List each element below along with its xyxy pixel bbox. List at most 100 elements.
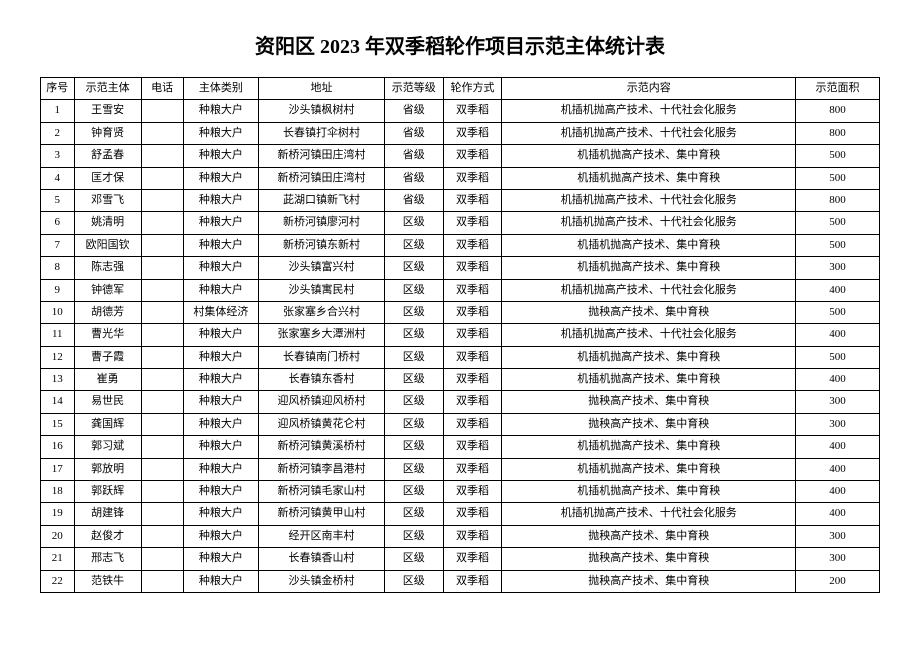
table-cell: 8: [41, 257, 75, 279]
table-cell: 300: [796, 391, 880, 413]
table-cell: [141, 413, 183, 435]
table-cell: 双季稻: [443, 548, 502, 570]
table-cell: 抛秧高产技术、集中育秧: [502, 548, 796, 570]
table-cell: 17: [41, 458, 75, 480]
table-cell: [141, 189, 183, 211]
table-cell: 钟德军: [74, 279, 141, 301]
table-cell: 赵俊才: [74, 525, 141, 547]
table-cell: [141, 346, 183, 368]
table-cell: 500: [796, 145, 880, 167]
table-cell: 种粮大户: [183, 570, 259, 592]
table-cell: 区级: [384, 503, 443, 525]
table-row: 12曹子霞种粮大户长春镇南门桥村区级双季稻机插机抛高产技术、集中育秧500: [41, 346, 880, 368]
table-cell: 种粮大户: [183, 548, 259, 570]
table-cell: 种粮大户: [183, 436, 259, 458]
table-cell: [141, 324, 183, 346]
table-cell: 400: [796, 458, 880, 480]
table-cell: 6: [41, 212, 75, 234]
table-cell: 胡建锋: [74, 503, 141, 525]
table-cell: [141, 436, 183, 458]
table-cell: 16: [41, 436, 75, 458]
table-cell: 种粮大户: [183, 257, 259, 279]
table-row: 9钟德军种粮大户沙头镇寓民村区级双季稻机插机抛高产技术、十代社会化服务400: [41, 279, 880, 301]
table-row: 18郭跃辉种粮大户新桥河镇毛家山村区级双季稻机插机抛高产技术、集中育秧400: [41, 481, 880, 503]
table-cell: 抛秧高产技术、集中育秧: [502, 525, 796, 547]
table-cell: 9: [41, 279, 75, 301]
table-cell: 胡德芳: [74, 301, 141, 323]
table-cell: 种粮大户: [183, 189, 259, 211]
table-cell: 迎风桥镇黄花仑村: [259, 413, 385, 435]
table-row: 19胡建锋种粮大户新桥河镇黄甲山村区级双季稻机插机抛高产技术、十代社会化服务40…: [41, 503, 880, 525]
table-cell: 区级: [384, 458, 443, 480]
table-cell: 机插机抛高产技术、集中育秧: [502, 346, 796, 368]
table-cell: 种粮大户: [183, 503, 259, 525]
table-cell: [141, 212, 183, 234]
table-cell: 沙头镇金桥村: [259, 570, 385, 592]
table-cell: 区级: [384, 279, 443, 301]
table-cell: [141, 145, 183, 167]
table-cell: 崔勇: [74, 369, 141, 391]
table-cell: 新桥河镇田庄湾村: [259, 145, 385, 167]
table-header-cell: 地址: [259, 78, 385, 100]
table-cell: 郭习斌: [74, 436, 141, 458]
table-cell: 区级: [384, 436, 443, 458]
table-cell: 400: [796, 279, 880, 301]
table-cell: 21: [41, 548, 75, 570]
table-cell: 机插机抛高产技术、十代社会化服务: [502, 189, 796, 211]
table-cell: 400: [796, 324, 880, 346]
table-cell: 机插机抛高产技术、集中育秧: [502, 369, 796, 391]
table-cell: 双季稻: [443, 122, 502, 144]
table-cell: 种粮大户: [183, 481, 259, 503]
table-cell: 双季稻: [443, 436, 502, 458]
table-cell: 机插机抛高产技术、集中育秧: [502, 458, 796, 480]
table-cell: 新桥河镇毛家山村: [259, 481, 385, 503]
table-cell: 省级: [384, 100, 443, 122]
table-cell: 5: [41, 189, 75, 211]
table-cell: 双季稻: [443, 189, 502, 211]
table-cell: 区级: [384, 525, 443, 547]
table-cell: 区级: [384, 413, 443, 435]
table-cell: 1: [41, 100, 75, 122]
table-cell: 区级: [384, 481, 443, 503]
table-cell: 300: [796, 413, 880, 435]
table-cell: 邢志飞: [74, 548, 141, 570]
table-cell: 种粮大户: [183, 234, 259, 256]
table-cell: 18: [41, 481, 75, 503]
table-cell: [141, 234, 183, 256]
table-cell: 300: [796, 525, 880, 547]
table-cell: 种粮大户: [183, 122, 259, 144]
table-row: 7欧阳国钦种粮大户新桥河镇东新村区级双季稻机插机抛高产技术、集中育秧500: [41, 234, 880, 256]
table-row: 2钟育贤种粮大户长春镇打伞树村省级双季稻机插机抛高产技术、十代社会化服务800: [41, 122, 880, 144]
table-cell: [141, 525, 183, 547]
table-cell: 机插机抛高产技术、十代社会化服务: [502, 279, 796, 301]
table-row: 6姚清明种粮大户新桥河镇廖河村区级双季稻机插机抛高产技术、十代社会化服务500: [41, 212, 880, 234]
table-cell: 郭跃辉: [74, 481, 141, 503]
table-cell: 种粮大户: [183, 458, 259, 480]
table-cell: 欧阳国钦: [74, 234, 141, 256]
table-cell: 种粮大户: [183, 100, 259, 122]
table-cell: 种粮大户: [183, 413, 259, 435]
table-cell: 茈湖口镇新飞村: [259, 189, 385, 211]
table-cell: 区级: [384, 369, 443, 391]
table-cell: 长春镇南门桥村: [259, 346, 385, 368]
table-row: 16郭习斌种粮大户新桥河镇黄溪桥村区级双季稻机插机抛高产技术、集中育秧400: [41, 436, 880, 458]
table-cell: 长春镇打伞树村: [259, 122, 385, 144]
table-cell: 新桥河镇田庄湾村: [259, 167, 385, 189]
table-cell: 曹光华: [74, 324, 141, 346]
table-cell: 种粮大户: [183, 279, 259, 301]
table-cell: 800: [796, 189, 880, 211]
table-cell: 种粮大户: [183, 346, 259, 368]
table-cell: 抛秧高产技术、集中育秧: [502, 413, 796, 435]
table-row: 8陈志强种粮大户沙头镇富兴村区级双季稻机插机抛高产技术、集中育秧300: [41, 257, 880, 279]
table-cell: 800: [796, 122, 880, 144]
table-cell: 20: [41, 525, 75, 547]
table-cell: 400: [796, 481, 880, 503]
table-cell: 800: [796, 100, 880, 122]
table-cell: 3: [41, 145, 75, 167]
table-cell: [141, 570, 183, 592]
table-cell: 区级: [384, 391, 443, 413]
table-row: 15龚国辉种粮大户迎风桥镇黄花仑村区级双季稻抛秧高产技术、集中育秧300: [41, 413, 880, 435]
table-cell: 19: [41, 503, 75, 525]
table-cell: 机插机抛高产技术、十代社会化服务: [502, 100, 796, 122]
table-cell: 双季稻: [443, 234, 502, 256]
